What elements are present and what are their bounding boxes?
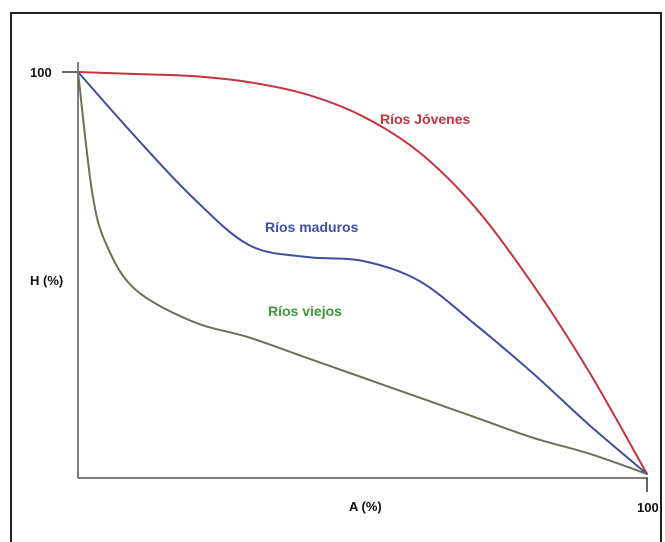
series-line-rios-jovenes [77, 71, 648, 475]
y-axis-label: H (%) [30, 273, 63, 288]
series-label-maduros: Ríos maduros [265, 219, 359, 235]
series-layer [77, 71, 648, 475]
x-tick-label: 100 [637, 500, 659, 515]
series-label-jovenes: Ríos Jóvenes [380, 111, 470, 127]
series-line-rios-maduros [77, 71, 648, 475]
chart-frame [10, 12, 662, 542]
series-line-rios-viejos [77, 71, 648, 475]
y-tick-label: 100 [30, 65, 52, 80]
x-axis-label: A (%) [349, 499, 382, 514]
series-label-viejos: Ríos viejos [268, 303, 342, 319]
